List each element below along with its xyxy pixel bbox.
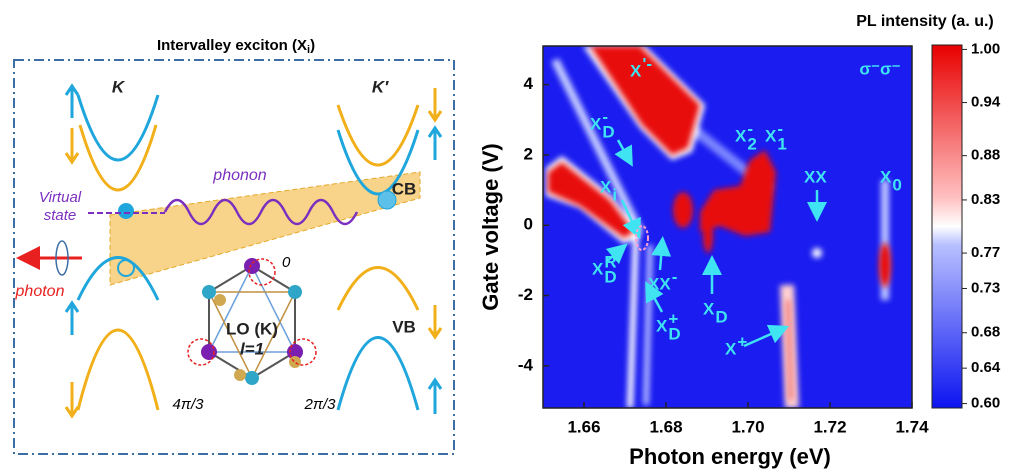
polarization-loop: [55, 240, 69, 276]
plot-frame: [542, 45, 913, 409]
phonon-wave: [163, 198, 359, 226]
colorbar-tick-label: 0.88: [971, 147, 1000, 164]
panel-title: Intervalley exciton (Xi): [157, 37, 315, 56]
title-text: Intervalley exciton (X: [157, 37, 307, 54]
annotation-sub: 0: [892, 175, 901, 194]
annotation-sub: D: [668, 324, 680, 343]
colorbar-tick-label: 0.64: [971, 359, 1001, 376]
annotation-arrow: [645, 281, 664, 313]
annotation-arrow: [620, 199, 641, 240]
valley-k-prime: K′: [372, 77, 389, 96]
colorbar-tick-label: 1.00: [971, 40, 1000, 57]
exciton-state: [118, 203, 134, 219]
annotation: X: [880, 167, 892, 186]
annotation-sup: '-: [642, 54, 652, 73]
annotation-arrow: [605, 243, 628, 265]
frame: [13, 59, 455, 455]
annotation-sup: +: [668, 309, 678, 328]
annotation-arrow: [614, 139, 633, 167]
annotation: X: [600, 177, 612, 196]
phase-label: 4π/3: [173, 396, 205, 413]
x-tick-label: 1.70: [731, 417, 764, 436]
colorbar-tick-label: 0.68: [971, 324, 1000, 341]
annotation-sub: 2: [747, 134, 756, 153]
annotation: X: [630, 61, 642, 80]
annotation: X: [765, 126, 777, 145]
x-axis-label: Photon energy (eV): [629, 444, 831, 469]
vb-label: VB: [392, 317, 416, 336]
phase-label: 0: [282, 254, 291, 271]
annotation-sup: -: [747, 119, 753, 138]
x-tick-label: 1.68: [649, 417, 682, 436]
x-tick-label: 1.66: [567, 417, 600, 436]
title-close: ): [310, 37, 315, 54]
annotation: X: [592, 259, 604, 278]
y-axis-label: Gate voltage (V): [478, 143, 503, 310]
title-sub: i: [307, 44, 310, 56]
annotation-sub: D: [715, 307, 727, 326]
polarization-label: σ⁻σ⁻: [859, 59, 900, 78]
annotation-sub: i: [612, 185, 617, 204]
annotation-arrow: [651, 236, 672, 271]
colorbar-tick-label: 0.77: [971, 244, 1000, 261]
xi-marker: [635, 225, 649, 251]
annotation-sub: 1: [777, 134, 786, 153]
annotation-sub: D: [604, 267, 616, 286]
colorbar-tick-label: 0.94: [971, 94, 1001, 111]
pl-map: [543, 46, 912, 408]
colorbar-tick-label: 0.83: [971, 191, 1000, 208]
x-tick-label: 1.74: [895, 417, 929, 436]
virtual-label: Virtual: [39, 189, 82, 206]
mode-label: LO (K): [226, 319, 278, 338]
phonon-mode: [187, 258, 317, 385]
transition-band: [109, 171, 421, 286]
valley-k: K: [112, 77, 126, 96]
y-tick-label: -4: [518, 355, 534, 374]
schematic: Intervalley exciton (Xi) K K′ Virtual st…: [13, 37, 455, 455]
annotation-sup: +: [737, 332, 747, 351]
colorbar-title: PL intensity (a. u.): [856, 13, 994, 30]
cb-state: [377, 190, 397, 210]
annotation-sup: -: [602, 107, 608, 126]
cb-label: CB: [392, 179, 417, 198]
colorbar-tick-label: 0.60: [971, 395, 1000, 412]
photon-label: photon: [15, 283, 65, 300]
annotation-sup: -: [777, 119, 783, 138]
spin-arrows: [64, 83, 443, 419]
annotation: X: [703, 299, 715, 318]
annotation: XX: [804, 167, 827, 186]
y-tick-label: 2: [524, 144, 533, 163]
y-tick-label: 0: [524, 215, 533, 234]
annotation-sub: D: [602, 122, 614, 141]
y-tick-label: 4: [524, 74, 534, 93]
annotation-arrow: [743, 324, 790, 348]
y-tick-label: -2: [518, 285, 533, 304]
colorbar: [931, 44, 963, 409]
state-label: state: [44, 207, 77, 224]
hole-state: [117, 259, 135, 277]
l-label: l=1: [240, 339, 264, 358]
phonon-label: phonon: [212, 167, 266, 184]
phase-label: 2π/3: [304, 396, 337, 413]
x-tick-label: 1.72: [813, 417, 846, 436]
annotation-sup: -: [672, 267, 678, 286]
annotation: X: [725, 339, 737, 358]
annotation: X: [656, 316, 668, 335]
annotation: X: [590, 114, 602, 133]
bands: [76, 94, 420, 411]
colorbar-tick-label: 0.73: [971, 279, 1000, 296]
annotation: X: [735, 126, 747, 145]
